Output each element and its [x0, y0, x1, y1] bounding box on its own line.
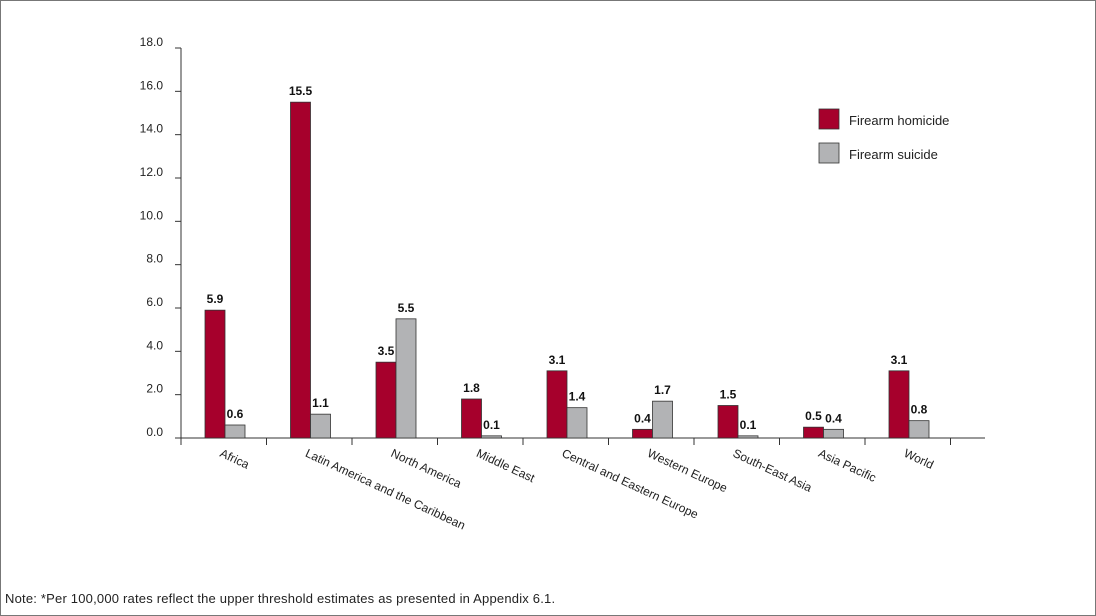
data-labels: 5.9 15.5 3.5 1.8 3.1 0.4 1.5 0.5 3.1 0.6 1.1 5.5 0.1… — [207, 84, 928, 432]
bars — [204, 101, 930, 439]
bar-homicide — [717, 405, 739, 439]
bar-chart: 0.0 2.0 4.0 6.0 8.0 10.0 12.0 14.0 16.0 18.0 5.9 1… — [140, 35, 985, 533]
legend-swatch-suicide — [818, 142, 840, 164]
y-axis-ticks: 0.0 2.0 4.0 6.0 8.0 10.0 12.0 14.0 16.0 18.0 — [140, 35, 181, 439]
x-category-label: South-East Asia — [731, 446, 815, 495]
legend-swatch-homicide — [818, 108, 840, 130]
bar-suicide — [224, 424, 246, 439]
bar-suicide — [908, 420, 930, 439]
chart-note: Note: *Per 100,000 rates reflect the upp… — [5, 591, 556, 606]
bar-suicide — [652, 400, 673, 439]
x-category-label: Africa — [218, 446, 252, 472]
legend: Firearm homicide Firearm suicide — [818, 108, 949, 164]
y-tick-label: 10.0 — [140, 208, 164, 222]
legend-label-homicide: Firearm homicide — [849, 113, 949, 128]
x-category-label: North America — [389, 446, 464, 491]
data-label-suicide: 0.8 — [911, 403, 928, 417]
data-label-suicide: 0.4 — [825, 411, 842, 425]
data-label-suicide: 0.1 — [740, 418, 757, 432]
data-label-suicide: 5.5 — [398, 301, 415, 315]
bar-suicide — [566, 407, 588, 439]
data-label-homicide: 0.4 — [634, 411, 651, 425]
bar-homicide — [290, 101, 311, 439]
bar-suicide — [737, 435, 759, 439]
data-label-homicide: 5.9 — [207, 292, 224, 306]
y-tick-label: 14.0 — [140, 122, 164, 136]
data-label-suicide: 1.4 — [569, 390, 586, 404]
data-label-homicide: 15.5 — [289, 84, 313, 98]
bar-homicide — [204, 309, 226, 439]
y-tick-label: 12.0 — [140, 165, 164, 179]
bar-suicide — [481, 435, 502, 439]
bar-homicide — [632, 428, 653, 439]
bar-suicide — [310, 413, 331, 439]
data-label-homicide: 3.1 — [549, 353, 566, 367]
x-axis-categories: Africa Latin America and the CaribbeanNor… — [218, 446, 936, 533]
legend-label-suicide: Firearm suicide — [849, 147, 938, 162]
data-label-homicide: 1.8 — [463, 381, 480, 395]
bar-homicide — [888, 370, 910, 439]
y-tick-label: 2.0 — [146, 382, 163, 396]
x-category-label: World — [902, 446, 936, 472]
data-label-homicide: 0.5 — [805, 409, 822, 423]
y-tick-label: 8.0 — [146, 252, 163, 266]
bar-homicide — [803, 426, 824, 439]
data-label-suicide: 0.1 — [483, 418, 500, 432]
x-category-label: Middle East — [474, 446, 537, 485]
bar-homicide — [375, 361, 397, 439]
bar-homicide — [546, 370, 568, 439]
bar-suicide — [823, 428, 844, 439]
y-tick-label: 0.0 — [146, 425, 163, 439]
data-label-homicide: 3.5 — [378, 344, 395, 358]
bar-homicide — [461, 398, 482, 439]
x-category-label: Central and Eastern Europe — [560, 446, 701, 522]
data-label-homicide: 3.1 — [891, 353, 908, 367]
data-label-suicide: 1.7 — [654, 383, 671, 397]
data-label-suicide: 0.6 — [227, 407, 244, 421]
data-label-homicide: 1.5 — [720, 388, 737, 402]
y-tick-label: 6.0 — [146, 295, 163, 309]
bar-suicide — [395, 318, 417, 439]
y-tick-label: 18.0 — [140, 35, 164, 49]
x-category-label: Latin America and the Caribbean — [303, 446, 467, 533]
x-category-label: Asia Pacific — [816, 446, 878, 485]
data-label-suicide: 1.1 — [312, 396, 329, 410]
y-tick-label: 16.0 — [140, 78, 164, 92]
y-tick-label: 4.0 — [146, 338, 163, 352]
